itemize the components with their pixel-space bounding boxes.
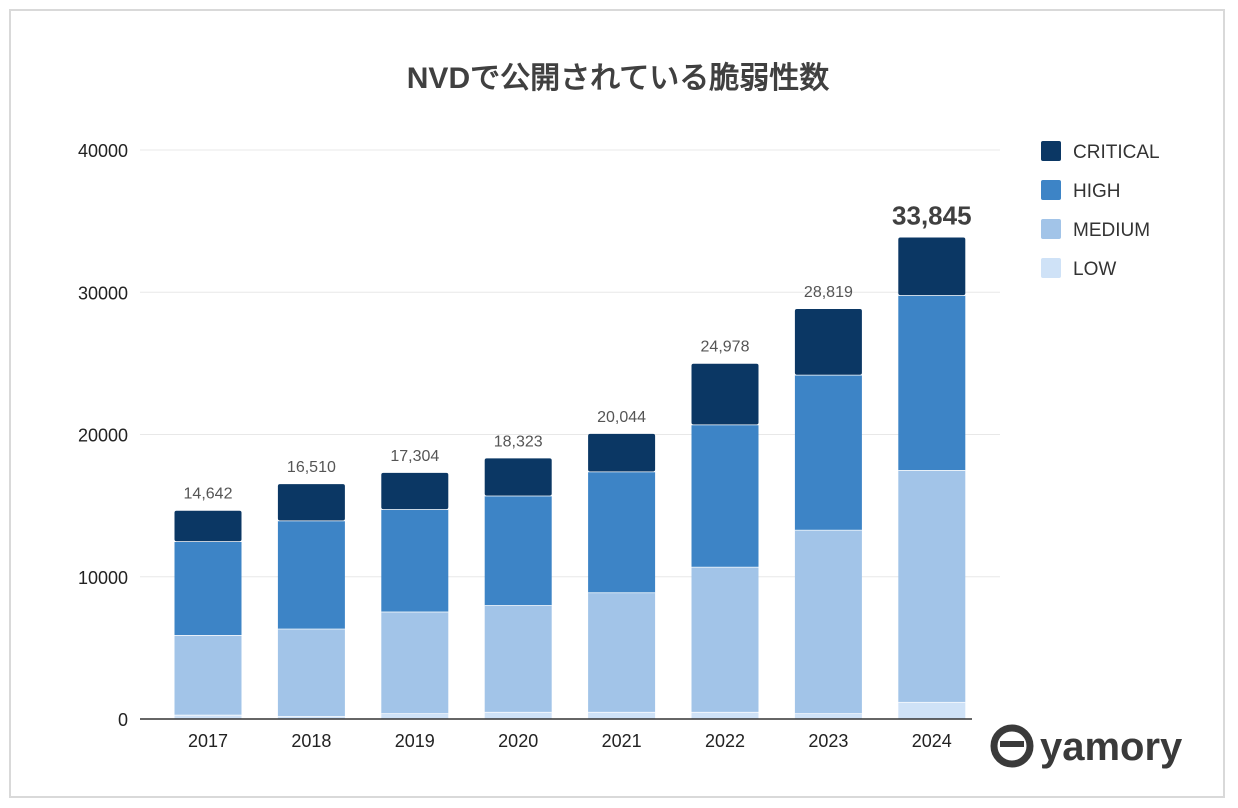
chart-title: NVDで公開されている脆弱性数 <box>407 61 830 95</box>
bar-segment-high-2019 <box>381 509 449 612</box>
bar-segment-critical-2022 <box>691 363 759 425</box>
bar-segment-medium-2019 <box>381 611 449 714</box>
data-label-total-2023: 28,819 <box>804 284 853 301</box>
data-label-total-2024: 33,845 <box>892 201 972 231</box>
legend-swatch-medium <box>1041 219 1061 239</box>
bar-segment-medium-2024 <box>898 470 966 702</box>
x-tick-label-2022: 2022 <box>705 731 745 751</box>
data-label-total-2020: 18,323 <box>494 433 543 450</box>
x-tick-label-2018: 2018 <box>291 731 331 751</box>
y-tick-label: 30000 <box>78 283 128 303</box>
data-labels: 14,642 16,510 17,304 18,323 20,044 24,978 28,8… <box>184 201 972 503</box>
bar-segment-high-2024 <box>898 295 966 471</box>
bar-segment-medium-2018 <box>277 628 345 717</box>
bar-segment-critical-2017 <box>174 510 242 542</box>
bar-segment-high-2018 <box>277 520 345 629</box>
legend-label-medium: MEDIUM <box>1073 220 1150 241</box>
bar-segment-low-2021 <box>588 711 656 719</box>
legend-swatch-low <box>1041 258 1061 278</box>
legend-swatch-high <box>1041 180 1061 200</box>
bar-segment-low-2019 <box>381 713 449 719</box>
bar-segment-medium-2017 <box>174 635 242 715</box>
data-label-total-2022: 24,978 <box>701 339 750 356</box>
legend-swatch-critical <box>1041 141 1061 161</box>
bar-segment-medium-2021 <box>588 592 656 712</box>
x-tick-label-2024: 2024 <box>912 731 952 751</box>
yamory-logo-text: yamory <box>1040 725 1183 769</box>
bars <box>174 237 966 719</box>
yamory-logo: yamory <box>990 724 1183 769</box>
y-tick-label: 0 <box>118 710 128 730</box>
y-tick-label: 40000 <box>78 141 128 161</box>
yamory-logo-mark <box>990 724 1034 768</box>
bar-segment-high-2021 <box>588 471 656 593</box>
x-tick-label-2017: 2017 <box>188 731 228 751</box>
bar-segment-medium-2020 <box>484 605 552 712</box>
data-label-total-2019: 17,304 <box>390 448 439 465</box>
data-label-total-2017: 14,642 <box>184 486 233 503</box>
y-tick-label: 20000 <box>78 426 128 446</box>
bar-segment-low-2022 <box>691 711 759 719</box>
x-tick-label-2020: 2020 <box>498 731 538 751</box>
bar-segment-low-2023 <box>794 713 862 719</box>
bar-segment-low-2024 <box>898 701 966 719</box>
y-tick-label: 10000 <box>78 568 128 588</box>
bar-segment-high-2022 <box>691 424 759 567</box>
bar-segment-medium-2022 <box>691 566 759 712</box>
bar-segment-critical-2020 <box>484 458 552 496</box>
bar-segment-high-2020 <box>484 495 552 606</box>
bar-segment-low-2020 <box>484 711 552 719</box>
bar-segment-critical-2018 <box>277 484 345 521</box>
x-tick-label-2021: 2021 <box>602 731 642 751</box>
bar-segment-critical-2024 <box>898 237 966 296</box>
legend-label-critical: CRITICAL <box>1073 142 1160 163</box>
bar-segment-critical-2021 <box>588 433 656 472</box>
legend: CRITICAL HIGH MEDIUM LOW <box>1041 141 1160 280</box>
bar-segment-high-2023 <box>794 374 862 530</box>
legend-label-high: HIGH <box>1073 181 1121 202</box>
bar-segment-high-2017 <box>174 541 242 636</box>
bar-segment-low-2018 <box>277 716 345 719</box>
bar-segment-critical-2023 <box>794 309 862 375</box>
data-label-total-2018: 16,510 <box>287 459 336 476</box>
grid-lines <box>140 149 1000 578</box>
legend-label-low: LOW <box>1073 259 1116 280</box>
bar-segment-medium-2023 <box>794 529 862 714</box>
axes: 0 10000 20000 30000 40000 2017 2018 2019 2020 202… <box>78 141 972 751</box>
x-tick-label-2019: 2019 <box>395 731 435 751</box>
x-tick-label-2023: 2023 <box>808 731 848 751</box>
data-label-total-2021: 20,044 <box>597 409 646 426</box>
bar-segment-critical-2019 <box>381 472 449 510</box>
bar-segment-low-2017 <box>174 714 242 719</box>
